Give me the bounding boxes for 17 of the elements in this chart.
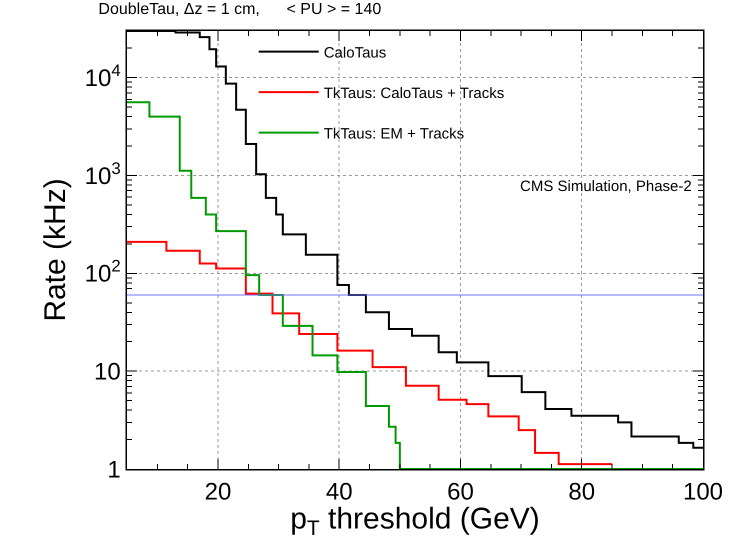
- x-tick-label: 20: [204, 478, 232, 506]
- legend-label: TkTaus: EM + Tracks: [324, 125, 464, 142]
- y-tick-label: 1: [107, 456, 121, 484]
- legend-label: CaloTaus: [324, 44, 386, 62]
- x-tick-label: 40: [326, 478, 353, 506]
- legend-label: TkTaus: CaloTaus + Tracks: [324, 84, 504, 102]
- y-tick-label: 10$^{2}$: [84, 256, 121, 288]
- x-tick-label: 100: [682, 478, 724, 506]
- chart-title: DoubleTau, Δz = 1 cm, < PU > = 140: [98, 0, 382, 18]
- y-tick-label: 10$^{3}$: [84, 158, 121, 190]
- y-tick-label: 10$^{4}$: [84, 61, 121, 92]
- y-tick-label: 10: [94, 358, 121, 386]
- annotation: CMS Simulation, Phase-2: [520, 178, 692, 195]
- x-tick-label: 60: [447, 478, 474, 506]
- x-tick-label: 80: [568, 478, 596, 506]
- x-axis-title: p$_{T}$ threshold (GeV): [290, 502, 540, 540]
- y-axis-title: Rate (kHz): [38, 178, 72, 322]
